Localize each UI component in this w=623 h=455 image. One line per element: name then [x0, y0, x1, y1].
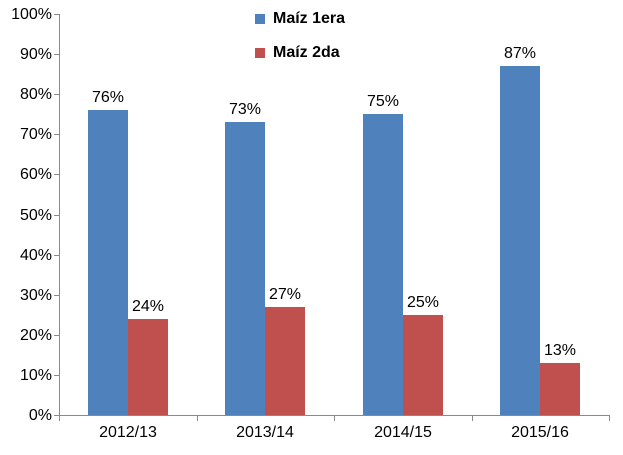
legend-swatch-ma-z-1era: [255, 13, 265, 24]
y-tick-mark: [54, 255, 59, 256]
bar-ma-z-1era-2012-13: [88, 110, 128, 415]
y-tick-label: 30%: [19, 287, 52, 304]
bar-value-label: 87%: [503, 45, 537, 62]
x-tick-mark: [334, 416, 335, 421]
y-tick-label: 70%: [19, 126, 52, 143]
legend-swatch-ma-z-2da: [255, 47, 265, 58]
x-category-label: 2012/13: [99, 424, 157, 441]
x-tick-mark: [609, 416, 610, 421]
x-tick-mark: [59, 416, 60, 421]
y-tick-label: 40%: [19, 247, 52, 264]
bar-value-label: 24%: [131, 298, 165, 315]
legend-label: Maíz 2da: [273, 44, 340, 61]
bar-value-label: 27%: [268, 286, 302, 303]
y-tick-label: 60%: [19, 166, 52, 183]
y-tick-mark: [54, 375, 59, 376]
legend-item-ma-z-2da: Maíz 2da: [255, 43, 340, 62]
bar-ma-z-1era-2013-14: [225, 122, 265, 415]
y-tick-mark: [54, 14, 59, 15]
x-category-label: 2013/14: [236, 424, 294, 441]
y-tick-mark: [54, 174, 59, 175]
x-tick-mark: [197, 416, 198, 421]
bar-value-label: 73%: [228, 101, 262, 118]
y-tick-mark: [54, 295, 59, 296]
y-tick-mark: [54, 54, 59, 55]
bar-value-label: 76%: [91, 89, 125, 106]
y-tick-label: 100%: [11, 6, 52, 23]
y-tick-mark: [54, 215, 59, 216]
y-tick-mark: [54, 415, 59, 416]
bar-value-label: 25%: [406, 294, 440, 311]
y-tick-label: 20%: [19, 327, 52, 344]
y-tick-mark: [54, 94, 59, 95]
y-tick-mark: [54, 335, 59, 336]
x-category-label: 2015/16: [511, 424, 569, 441]
legend-item-ma-z-1era: Maíz 1era: [255, 9, 345, 28]
bar-value-label: 75%: [366, 93, 400, 110]
bar-ma-z-2da-2012-13: [128, 319, 168, 415]
x-tick-mark: [472, 416, 473, 421]
y-tick-label: 90%: [19, 46, 52, 63]
bar-ma-z-1era-2014-15: [363, 114, 403, 415]
y-tick-label: 80%: [19, 86, 52, 103]
x-category-label: 2014/15: [374, 424, 432, 441]
bar-ma-z-2da-2013-14: [265, 307, 305, 415]
legend-label: Maíz 1era: [273, 10, 346, 27]
bar-ma-z-2da-2014-15: [403, 315, 443, 415]
y-tick-label: 0%: [28, 407, 52, 424]
y-tick-label: 10%: [19, 367, 52, 384]
bar-value-label: 13%: [543, 342, 577, 359]
y-tick-mark: [54, 134, 59, 135]
bar-ma-z-1era-2015-16: [500, 66, 540, 415]
bar-ma-z-2da-2015-16: [540, 363, 580, 415]
y-tick-label: 50%: [19, 207, 52, 224]
